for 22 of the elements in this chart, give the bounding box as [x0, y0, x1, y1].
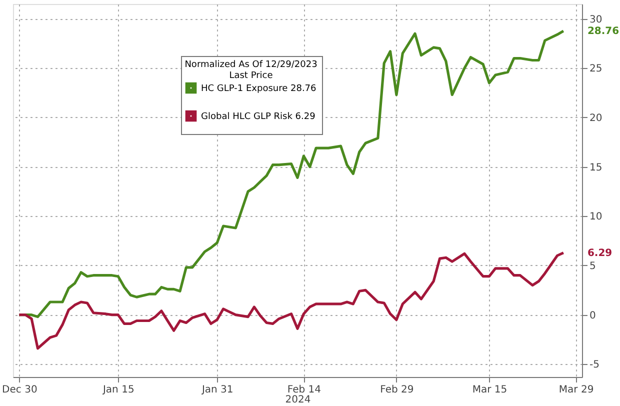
x-tick-label: Feb 29: [380, 384, 414, 396]
x-tick-label: Jan 31: [200, 384, 234, 396]
line-series: [18, 251, 565, 350]
x-tick-label: Mar 29: [558, 384, 594, 396]
y-tick-label: 15: [590, 162, 602, 174]
legend-label: HC GLP-1 Exposure 28.76: [201, 84, 317, 94]
y-tick-label: 5: [590, 260, 596, 272]
y-tick-label: 0: [590, 310, 596, 322]
x-tick-label: Feb 14: [287, 384, 321, 396]
annotation: 28.76: [587, 26, 620, 38]
x-tick-label: Mar 15: [472, 384, 508, 396]
y-tick-label: 25: [590, 64, 602, 75]
legend-title: Normalized As Of 12/29/2023 Last Price: [184, 60, 318, 81]
y-tick-label: 10: [590, 212, 602, 223]
y-tick-label: -5: [590, 360, 600, 371]
y-tick-label: 20: [590, 112, 602, 124]
legend-label: Global HLC GLP Risk 6.29: [201, 112, 316, 122]
annotation: 6.29: [587, 248, 612, 259]
x-tick-label: Dec 30: [2, 384, 38, 396]
y-tick-label: 30: [590, 14, 602, 26]
x-axis-title: 2024: [285, 394, 311, 406]
x-tick-label: Jan 15: [102, 384, 134, 396]
